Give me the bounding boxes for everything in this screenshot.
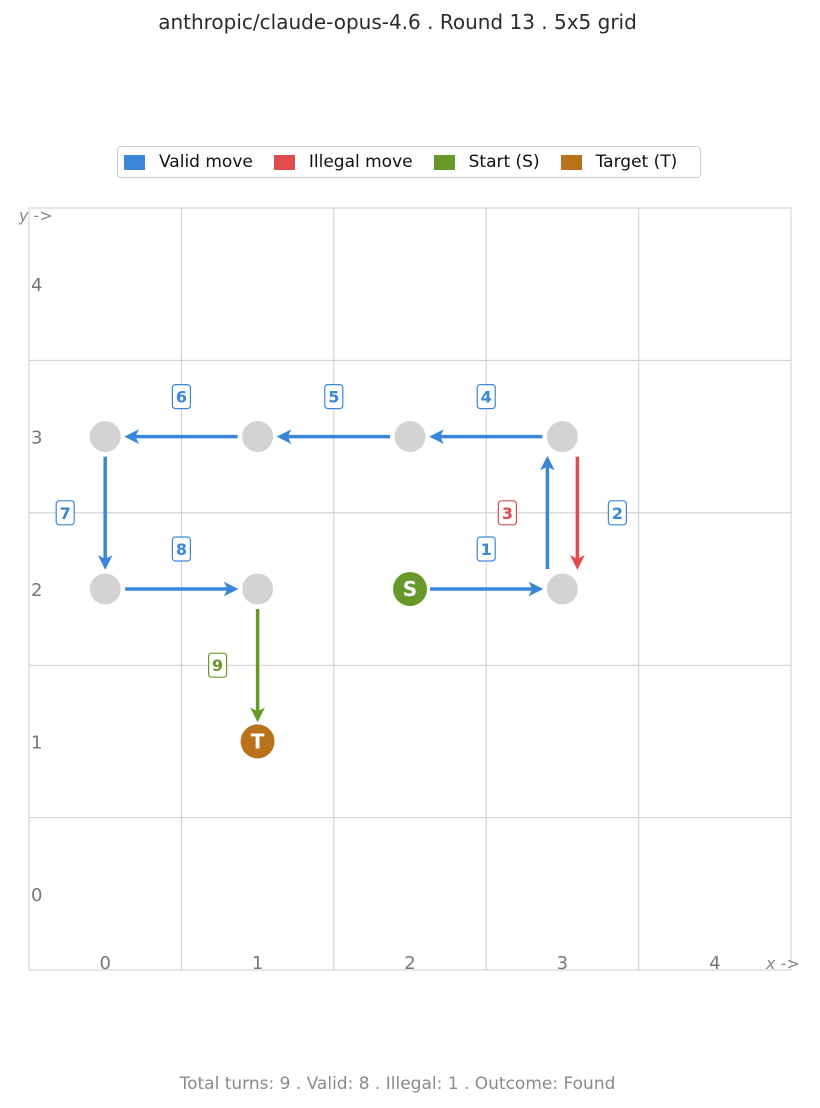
x-tick-label: 0 bbox=[99, 953, 110, 974]
step-label-box bbox=[55, 500, 75, 526]
x-tick-label: 3 bbox=[557, 953, 568, 974]
step-label-text: 2 bbox=[612, 504, 623, 523]
step-label-text: 1 bbox=[481, 540, 492, 559]
step-label-text: 8 bbox=[176, 540, 187, 559]
step-label-text: 9 bbox=[212, 656, 223, 675]
visited-node bbox=[546, 573, 578, 605]
legend-label-target: Target (T) bbox=[595, 152, 678, 172]
y-tick-label: 2 bbox=[31, 580, 42, 601]
legend-swatch-valid bbox=[124, 154, 145, 170]
step-label: 6 bbox=[171, 384, 191, 410]
visited-node bbox=[89, 573, 121, 605]
step-label: 9 bbox=[208, 652, 228, 678]
legend-item-valid: Valid move bbox=[124, 152, 253, 172]
legend-item-target: Target (T) bbox=[560, 152, 678, 172]
step-label-text: 4 bbox=[481, 388, 492, 407]
step-label-box bbox=[171, 384, 191, 410]
legend-label-valid: Valid move bbox=[159, 152, 253, 172]
summary-footer: Total turns: 9 . Valid: 8 . Illegal: 1 .… bbox=[179, 1074, 616, 1094]
legend-swatch-target bbox=[560, 154, 582, 170]
step-label: 4 bbox=[476, 384, 496, 410]
y-axis-label: y -> bbox=[18, 206, 53, 225]
step-label-box bbox=[607, 500, 628, 526]
visited-node bbox=[242, 421, 274, 453]
step-label-text: 5 bbox=[328, 388, 339, 407]
legend-swatch-start bbox=[433, 154, 455, 170]
visited-node bbox=[89, 421, 121, 453]
y-tick-label: 3 bbox=[31, 428, 42, 449]
step-label: 1 bbox=[476, 536, 496, 562]
x-axis-label: x -> bbox=[765, 954, 800, 973]
x-tick-label: 4 bbox=[709, 953, 720, 974]
step-label-text: 7 bbox=[60, 504, 71, 523]
step-label: 2 bbox=[607, 500, 628, 526]
step-label: 8 bbox=[171, 536, 191, 562]
step-label: 7 bbox=[55, 500, 75, 526]
step-label-text: 3 bbox=[502, 504, 513, 523]
step-label-box bbox=[171, 536, 191, 562]
y-tick-label: 4 bbox=[31, 275, 42, 296]
target-node bbox=[240, 724, 275, 759]
step-label-box bbox=[476, 536, 496, 562]
target-node-label: T bbox=[251, 729, 265, 753]
visited-node bbox=[546, 421, 578, 453]
legend-swatch-illegal bbox=[273, 154, 295, 170]
legend-label-illegal: Illegal move bbox=[308, 152, 413, 172]
visited-node bbox=[394, 421, 426, 453]
start-node bbox=[393, 572, 427, 606]
y-tick-label: 0 bbox=[31, 885, 42, 906]
visited-node bbox=[242, 573, 274, 605]
step-label-box bbox=[208, 652, 228, 678]
step-label-box bbox=[476, 384, 496, 410]
step-label-box bbox=[324, 384, 344, 410]
x-tick-label: 1 bbox=[252, 953, 263, 974]
step-label-box bbox=[497, 500, 517, 526]
step-label: 3 bbox=[497, 500, 517, 526]
step-label-text: 6 bbox=[176, 388, 187, 407]
y-tick-label: 1 bbox=[31, 732, 42, 753]
x-tick-label: 2 bbox=[404, 953, 415, 974]
legend: Valid move Illegal move Start (S) Target… bbox=[117, 146, 701, 178]
start-node-label: S bbox=[403, 577, 417, 601]
legend-item-start: Start (S) bbox=[433, 152, 540, 172]
chart-title: anthropic/claude-opus-4.6 . Round 13 . 5… bbox=[158, 10, 637, 34]
legend-label-start: Start (S) bbox=[468, 152, 540, 172]
legend-item-illegal: Illegal move bbox=[273, 152, 413, 172]
step-label: 5 bbox=[324, 384, 344, 410]
